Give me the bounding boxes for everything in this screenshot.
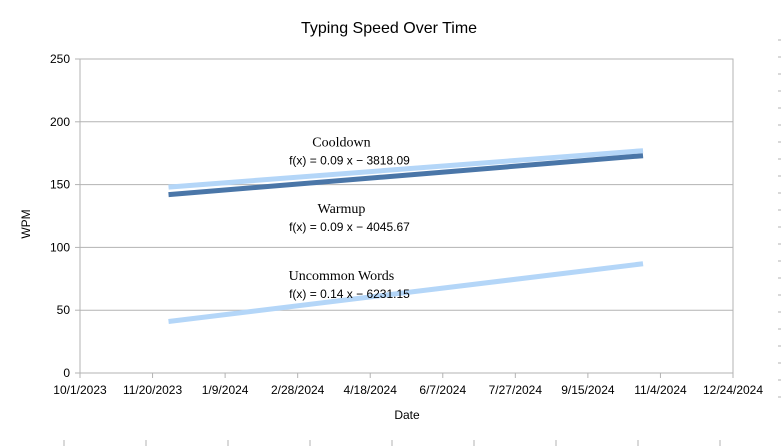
x-tick-label: 10/1/2023: [53, 383, 107, 397]
series-name-label: Warmup: [318, 202, 366, 217]
x-axis-ticks: 10/1/2023 11/20/2023 1/9/2024 2/28/2024 4/18…: [53, 373, 763, 397]
y-axis-label: WPM: [19, 209, 33, 238]
y-axis-ticks: 0 50 100 150 200 250: [50, 52, 80, 380]
series-name-label: Cooldown: [312, 135, 370, 150]
x-tick-label: 6/7/2024: [419, 383, 466, 397]
series-line-cooldown: [168, 148, 644, 190]
series-equation-label: f(x) = 0.14 x − 6231.15: [289, 287, 410, 301]
x-tick-label: 9/15/2024: [561, 383, 615, 397]
x-axis-label: Date: [394, 408, 420, 422]
x-tick-label: 11/20/2023: [123, 383, 182, 397]
series-equation-label: f(x) = 0.09 x − 4045.67: [289, 220, 410, 234]
series-lines: [168, 148, 644, 324]
x-tick-label: 2/28/2024: [271, 383, 325, 397]
series-line-warmup: [168, 153, 644, 198]
series-labels: Cooldown f(x) = 0.09 x − 3818.09 Warmup f(x…: [289, 135, 410, 300]
grid: [80, 58, 733, 374]
x-tick-label: 7/27/2024: [489, 383, 543, 397]
series-name-label: Uncommon Words: [289, 269, 395, 284]
y-tick-label: 50: [57, 303, 71, 317]
x-tick-label: 4/18/2024: [344, 383, 398, 397]
x-tick-label: 11/4/2024: [634, 383, 687, 397]
y-tick-label: 200: [50, 115, 70, 129]
x-tick-label: 1/9/2024: [202, 383, 249, 397]
y-tick-label: 100: [50, 240, 70, 254]
x-tick-label: 12/24/2024: [703, 383, 763, 397]
y-tick-label: 0: [63, 366, 70, 380]
chart-title: Typing Speed Over Time: [301, 20, 477, 37]
y-tick-label: 250: [50, 52, 70, 66]
plot-area-frame: [79, 58, 734, 374]
series-line-uncommon-words: [168, 261, 644, 324]
y-tick-label: 150: [50, 178, 70, 192]
series-equation-label: f(x) = 0.09 x − 3818.09: [289, 153, 410, 167]
